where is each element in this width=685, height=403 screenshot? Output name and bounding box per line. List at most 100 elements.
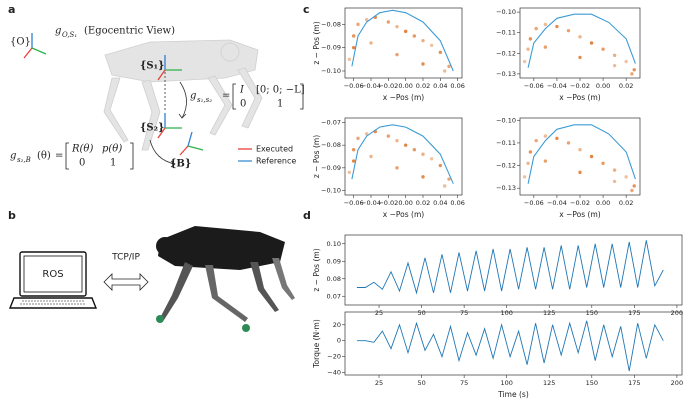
reference-line — [351, 9, 454, 72]
y-tick-label: −0.10 — [321, 186, 341, 194]
x-tick-label: 0.02 — [416, 82, 430, 90]
scatter-point — [351, 45, 356, 50]
scatter-point — [555, 24, 559, 29]
scatter-point — [403, 29, 408, 34]
y-axis-label: z − Pos (m) — [312, 21, 321, 64]
x-axis-label: x −Pos (m) — [559, 210, 600, 219]
scatter-point — [566, 28, 571, 33]
y-tick-label: −0.10 — [496, 116, 516, 124]
x-axis-label: x −Pos (m) — [383, 210, 424, 219]
scatter-point — [421, 62, 425, 66]
scatter-point — [555, 136, 559, 141]
scatter-point — [589, 154, 594, 159]
x-tick-label: 150 — [586, 379, 598, 387]
scatter-point — [386, 134, 391, 138]
x-tick-label: 175 — [628, 379, 640, 387]
x-tick-label: 0.04 — [433, 82, 447, 90]
y-tick-label: −40 — [327, 369, 341, 377]
scatter-point — [612, 168, 617, 172]
chart: −0.07 −0.08 −0.09 −0.10−0.06−0.04−0.02 0.00 0… — [312, 117, 465, 219]
reference-line — [351, 124, 454, 184]
scatter-point — [534, 26, 538, 31]
chart: 0.10 0.09 0.08 0.07 25 50 75 100 125 150 175 200 z −… — [312, 234, 683, 317]
chart: −0.10 −0.11 −0.12 −0.13 −0.06 −0.04 −0.02 0.00 0… — [496, 116, 641, 219]
y-tick-label: 20 — [333, 321, 341, 329]
scatter-point — [347, 170, 352, 175]
x-tick-label: 0.06 — [450, 82, 464, 90]
scatter-point — [386, 20, 391, 24]
y-tick-label: −0.13 — [496, 184, 516, 192]
matrix-bracket — [65, 142, 134, 170]
scatter-point — [395, 138, 399, 143]
chart: −0.10 −0.11 −0.12 −0.13 −0.06 −0.04 −0.02 0.00 0… — [496, 7, 641, 102]
math-subscript: s₁,s₂ — [197, 96, 212, 104]
link-label: TCP/IP — [111, 253, 140, 263]
x-tick-label: 125 — [543, 379, 555, 387]
line-series — [356, 320, 664, 372]
scatter-point — [528, 37, 533, 41]
y-tick-label: −0.12 — [496, 49, 516, 57]
matrix-entry: R(θ) — [71, 144, 93, 155]
scatter-point — [447, 177, 451, 181]
caption: (Egocentric View) — [84, 26, 175, 37]
scatter-point — [395, 52, 399, 57]
matrix-entry: 1 — [110, 158, 116, 169]
x-axis-label: Time (s) — [497, 390, 529, 399]
y-tick-label: −20 — [327, 353, 341, 361]
scatter-point — [534, 138, 538, 143]
scatter-point — [403, 143, 408, 147]
panel-label: d — [303, 209, 311, 222]
matrix-bracket — [232, 83, 304, 110]
scatter-point — [364, 17, 369, 22]
x-tick-label: 50 — [417, 309, 425, 317]
math-symbol: g — [190, 91, 196, 102]
scatter-point — [356, 22, 360, 27]
x-tick-label: −0.04 — [547, 82, 567, 90]
x-tick-label: 125 — [543, 309, 555, 317]
y-tick-label: −0.07 — [321, 119, 341, 127]
scatter-point — [624, 59, 628, 64]
scatter-point — [429, 43, 434, 48]
x-tick-label: 0.00 — [596, 82, 610, 90]
x-tick-label: −0.06 — [344, 82, 364, 90]
line-series — [356, 240, 664, 295]
scatter-point — [566, 141, 571, 145]
x-tick-label: 0.06 — [450, 199, 464, 207]
plot-frame — [344, 311, 683, 376]
x-axis-label: x −Pos (m) — [383, 93, 424, 102]
plot-frame — [344, 117, 463, 196]
math-subscript: s₂,B — [17, 156, 31, 164]
scatter-point — [442, 69, 447, 73]
frame-label: {S₂} — [140, 123, 164, 134]
scatter-point — [347, 57, 352, 62]
y-tick-label: −0.13 — [496, 70, 516, 78]
y-tick-label: −0.10 — [496, 8, 516, 16]
x-tick-label: 0.02 — [619, 199, 633, 207]
x-tick-label: 0.02 — [619, 82, 633, 90]
x-tick-label: 0.02 — [416, 199, 430, 207]
x-tick-label: −0.02 — [570, 82, 590, 90]
x-tick-label: −0.02 — [378, 199, 398, 207]
scatter-point — [442, 184, 447, 188]
x-tick-label: 75 — [460, 309, 468, 317]
y-tick-label: −0.10 — [321, 67, 341, 75]
x-tick-label: 200 — [671, 379, 683, 387]
link-arrow — [103, 273, 149, 291]
x-tick-label: 75 — [460, 379, 468, 387]
matrix-entry: p(θ) — [102, 144, 122, 155]
scatter-point — [421, 38, 425, 43]
x-tick-label: 175 — [628, 309, 640, 317]
x-tick-label: −0.04 — [361, 199, 381, 207]
scatter-point — [438, 50, 443, 55]
y-tick-label: 0.10 — [327, 240, 341, 248]
robot-photo — [156, 226, 295, 332]
scatter-point — [364, 132, 369, 136]
scatter-point — [630, 188, 634, 193]
x-tick-label: 200 — [671, 309, 683, 317]
scatter-point — [543, 45, 548, 49]
matrix-entry: 0 — [79, 158, 85, 169]
frame-label: {B} — [170, 159, 191, 170]
diagram-arrows — [149, 72, 187, 168]
y-axis-label: z − Pos (m) — [312, 248, 321, 291]
scatter-point — [369, 41, 373, 45]
